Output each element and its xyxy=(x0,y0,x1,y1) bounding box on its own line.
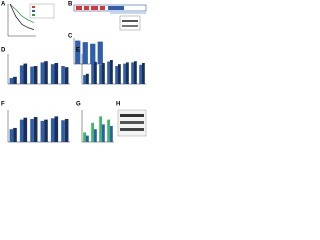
bar xyxy=(50,118,55,142)
bar xyxy=(94,61,97,84)
bar xyxy=(134,61,137,84)
panel-letter: G xyxy=(76,102,81,108)
figure: A B C D E F G H xyxy=(1,2,147,143)
line xyxy=(9,3,35,30)
bar xyxy=(64,67,69,84)
bar xyxy=(99,116,102,142)
panel-letter: H xyxy=(116,102,120,108)
bar xyxy=(131,62,134,84)
panel-letter: D xyxy=(1,48,6,54)
axis xyxy=(7,110,70,143)
bar xyxy=(50,64,55,84)
bar xyxy=(102,124,105,142)
bar xyxy=(23,63,28,84)
bar xyxy=(13,127,17,142)
bar xyxy=(33,117,38,142)
bar xyxy=(54,63,59,84)
bar xyxy=(82,42,88,64)
bar xyxy=(30,118,34,142)
panel-letter: F xyxy=(1,102,5,108)
bar xyxy=(61,66,65,84)
panel-letter: C xyxy=(68,34,73,40)
bar xyxy=(97,41,103,64)
bar xyxy=(64,118,69,142)
bar xyxy=(90,43,96,64)
bar xyxy=(75,40,81,64)
bar xyxy=(118,64,121,84)
bar xyxy=(99,64,102,84)
bar xyxy=(19,65,24,84)
bar xyxy=(19,119,24,142)
bar xyxy=(9,78,14,84)
bar xyxy=(61,120,65,142)
panel-letter: E xyxy=(76,48,80,54)
bar xyxy=(107,119,110,142)
bar xyxy=(142,63,145,84)
schematic xyxy=(73,4,147,31)
bar xyxy=(107,61,110,84)
blot xyxy=(117,109,147,137)
line xyxy=(9,3,35,23)
axis xyxy=(7,54,70,85)
panel-letter: A xyxy=(1,2,6,8)
bar xyxy=(126,62,129,84)
bar xyxy=(102,63,105,84)
bar xyxy=(115,66,118,84)
bar xyxy=(86,135,89,142)
bar xyxy=(83,75,86,84)
bar xyxy=(91,122,94,142)
bar xyxy=(86,73,89,84)
legend-box xyxy=(29,3,55,19)
bar xyxy=(40,62,45,84)
bar xyxy=(40,120,45,142)
bar xyxy=(110,60,113,84)
bar xyxy=(23,117,28,142)
bar xyxy=(33,66,38,84)
bar xyxy=(54,116,59,142)
bar xyxy=(13,76,17,84)
bar xyxy=(139,64,142,84)
bar xyxy=(30,66,34,84)
panel-letter: B xyxy=(68,2,73,8)
bar xyxy=(44,119,48,142)
bar xyxy=(91,63,94,84)
bar xyxy=(44,61,48,84)
bar xyxy=(110,126,113,142)
axis xyxy=(7,4,36,37)
bar xyxy=(123,63,126,84)
bar xyxy=(9,129,14,142)
bar xyxy=(83,132,86,142)
bar xyxy=(94,129,97,142)
